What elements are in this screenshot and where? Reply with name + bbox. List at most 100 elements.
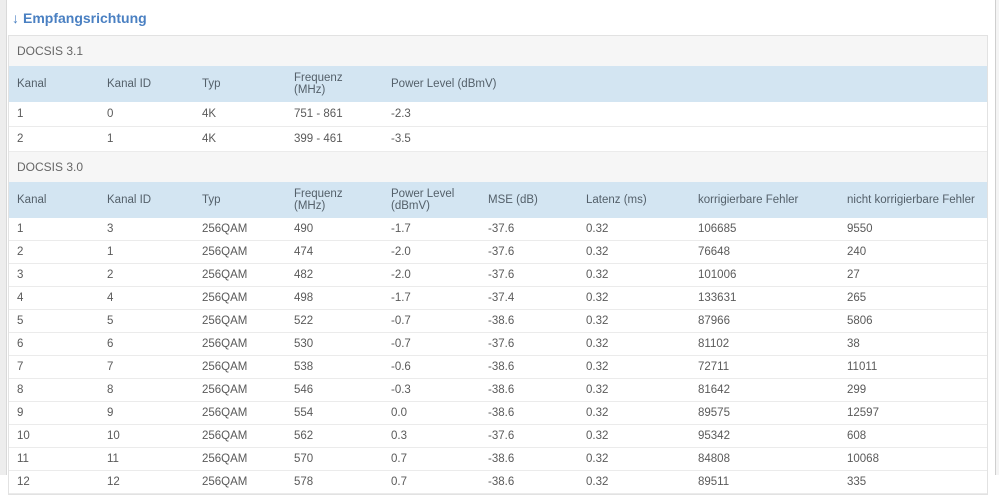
- column-header: korrigierbare Fehler: [690, 182, 839, 218]
- table-cell: 10: [99, 425, 194, 448]
- table-cell: 4K: [194, 102, 286, 127]
- table-cell: 256QAM: [194, 287, 286, 310]
- table-cell: -38.6: [480, 356, 578, 379]
- table-cell: -2.3: [383, 102, 987, 127]
- table-cell: 256QAM: [194, 356, 286, 379]
- table-cell: 256QAM: [194, 241, 286, 264]
- table-cell: 11: [9, 448, 99, 471]
- table-cell: 0.32: [578, 264, 690, 287]
- table-cell: 240: [839, 241, 987, 264]
- table-cell: -0.6: [383, 356, 480, 379]
- table-cell: -1.7: [383, 287, 480, 310]
- table-cell: 0.32: [578, 425, 690, 448]
- column-header: Frequenz (MHz): [286, 66, 383, 102]
- table-cell: 6: [9, 333, 99, 356]
- table-cell: 2: [9, 241, 99, 264]
- table-cell: 12597: [839, 402, 987, 425]
- table-cell: 5806: [839, 310, 987, 333]
- table-cell: 399 - 461: [286, 127, 383, 152]
- table-cell: 570: [286, 448, 383, 471]
- table-cell: 0.32: [578, 287, 690, 310]
- table-cell: 538: [286, 356, 383, 379]
- table-cell: -1.7: [383, 218, 480, 241]
- table-cell: 751 - 861: [286, 102, 383, 127]
- table-cell: 95342: [690, 425, 839, 448]
- table-cell: 608: [839, 425, 987, 448]
- table-cell: 10068: [839, 448, 987, 471]
- table-cell: 2: [99, 264, 194, 287]
- column-header: Typ: [194, 182, 286, 218]
- table-cell: 101006: [690, 264, 839, 287]
- table-cell: 256QAM: [194, 310, 286, 333]
- table-cell: 8: [9, 379, 99, 402]
- table-cell: 522: [286, 310, 383, 333]
- column-header: Kanal ID: [99, 182, 194, 218]
- table-cell: 72711: [690, 356, 839, 379]
- table-cell: -38.6: [480, 471, 578, 494]
- table-cell: 10: [9, 425, 99, 448]
- section-title-empfangsrichtung[interactable]: ↓Empfangsrichtung: [8, 0, 988, 35]
- table-cell: -37.6: [480, 218, 578, 241]
- table-cell: 546: [286, 379, 383, 402]
- table-cell: 5: [9, 310, 99, 333]
- table-cell: 8: [99, 379, 194, 402]
- column-header: Power Level (dBmV): [383, 66, 987, 102]
- table-cell: -38.6: [480, 448, 578, 471]
- table-cell: -37.6: [480, 425, 578, 448]
- table-cell: -37.6: [480, 264, 578, 287]
- table-cell: 256QAM: [194, 471, 286, 494]
- table-cell: 0.3: [383, 425, 480, 448]
- page-left-margin: [0, 0, 7, 475]
- table-cell: 5: [99, 310, 194, 333]
- table-cell: -38.6: [480, 379, 578, 402]
- table-cell: -0.7: [383, 310, 480, 333]
- table-cell: 84808: [690, 448, 839, 471]
- table-cell: 1: [9, 102, 99, 127]
- table-cell: 89511: [690, 471, 839, 494]
- table-cell: 89575: [690, 402, 839, 425]
- table-cell: 2: [9, 127, 99, 152]
- column-header: Kanal: [9, 182, 99, 218]
- table-cell: 0.32: [578, 356, 690, 379]
- table-cell: -2.0: [383, 264, 480, 287]
- table-cell: 106685: [690, 218, 839, 241]
- table-cell: 7: [9, 356, 99, 379]
- table-cell: 3: [9, 264, 99, 287]
- table-cell: 474: [286, 241, 383, 264]
- table-cell: 0.32: [578, 379, 690, 402]
- column-header: Latenz (ms): [578, 182, 690, 218]
- scrollbar-track[interactable]: [995, 0, 999, 475]
- column-header: Kanal: [9, 66, 99, 102]
- table-cell: -37.6: [480, 333, 578, 356]
- table-cell: 335: [839, 471, 987, 494]
- table-cell: 0.7: [383, 471, 480, 494]
- table-cell: 256QAM: [194, 425, 286, 448]
- table-cell: 299: [839, 379, 987, 402]
- table-cell: -37.4: [480, 287, 578, 310]
- table-cell: 38: [839, 333, 987, 356]
- table-cell: -0.7: [383, 333, 480, 356]
- table-cell: 256QAM: [194, 402, 286, 425]
- table-cell: 256QAM: [194, 218, 286, 241]
- table-cell: 0.32: [578, 241, 690, 264]
- column-header: nicht korrigierbare Fehler: [839, 182, 987, 218]
- table-cell: 256QAM: [194, 333, 286, 356]
- section-title-label: Empfangsrichtung: [23, 10, 147, 26]
- table-cell: 6: [99, 333, 194, 356]
- table-cell: 0.32: [578, 333, 690, 356]
- table-cell: 3: [99, 218, 194, 241]
- table-cell: 1: [99, 241, 194, 264]
- table-cell: -0.3: [383, 379, 480, 402]
